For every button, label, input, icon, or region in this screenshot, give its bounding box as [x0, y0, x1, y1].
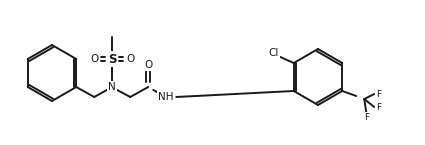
- Text: O: O: [126, 54, 134, 64]
- Text: NH: NH: [159, 92, 174, 102]
- Text: Cl: Cl: [269, 48, 279, 58]
- Text: F: F: [364, 113, 369, 122]
- Text: N: N: [108, 82, 116, 92]
- Text: F: F: [376, 103, 381, 112]
- Text: O: O: [144, 60, 153, 70]
- Text: S: S: [108, 52, 116, 66]
- Text: O: O: [90, 54, 98, 64]
- Text: F: F: [376, 89, 381, 98]
